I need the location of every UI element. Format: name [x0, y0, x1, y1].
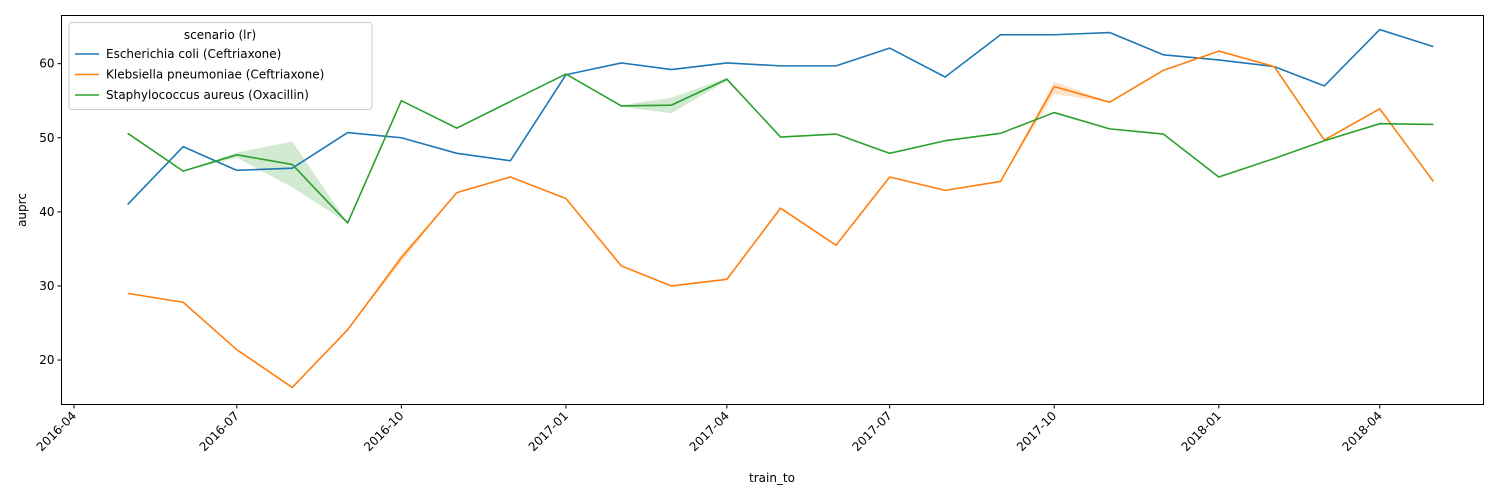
x-tick-label: 2018-04 [1340, 409, 1385, 454]
x-tick-label: 2017-07 [849, 409, 894, 454]
x-tick-label: 2016-04 [34, 409, 79, 454]
x-axis-ticks: 2016-04 2016-07 2016-10 2017-01 2017-04 2017-… [34, 404, 1385, 454]
legend-entry-2: Staphylococcus aureus (Oxacillin) [106, 88, 309, 102]
y-tick-label: 50 [39, 131, 54, 145]
x-tick-label: 2018-01 [1179, 409, 1224, 454]
x-tick-label: 2017-04 [687, 409, 732, 454]
series-lines [127, 28, 1435, 389]
x-tick-label: 2016-10 [361, 409, 406, 454]
x-tick-label: 2017-01 [526, 409, 571, 454]
legend-box [68, 22, 373, 110]
y-axis-label: auprc [15, 193, 29, 227]
x-tick-label: 2016-07 [197, 409, 242, 454]
x-tick-label: 2017-10 [1014, 409, 1059, 454]
y-tick-label: 20 [39, 353, 54, 367]
y-axis-ticks: 20 30 40 50 60 [39, 57, 62, 367]
legend: scenario (lr) Escherichia coli (Ceftriax… [68, 22, 373, 110]
y-tick-label: 30 [39, 279, 54, 293]
series-line-2 [127, 73, 1434, 224]
legend-entry-1: Klebsiella pneumoniae (Ceftriaxone) [106, 68, 324, 82]
y-tick-label: 40 [39, 205, 54, 219]
series-line-1 [127, 50, 1435, 389]
x-axis-label: train_to [749, 471, 795, 485]
y-tick-label: 60 [39, 57, 54, 71]
plot-frame [61, 15, 1484, 405]
series-line-0 [127, 28, 1434, 205]
legend-title: scenario (lr) [184, 28, 256, 42]
legend-entry-0: Escherichia coli (Ceftriaxone) [106, 47, 281, 61]
